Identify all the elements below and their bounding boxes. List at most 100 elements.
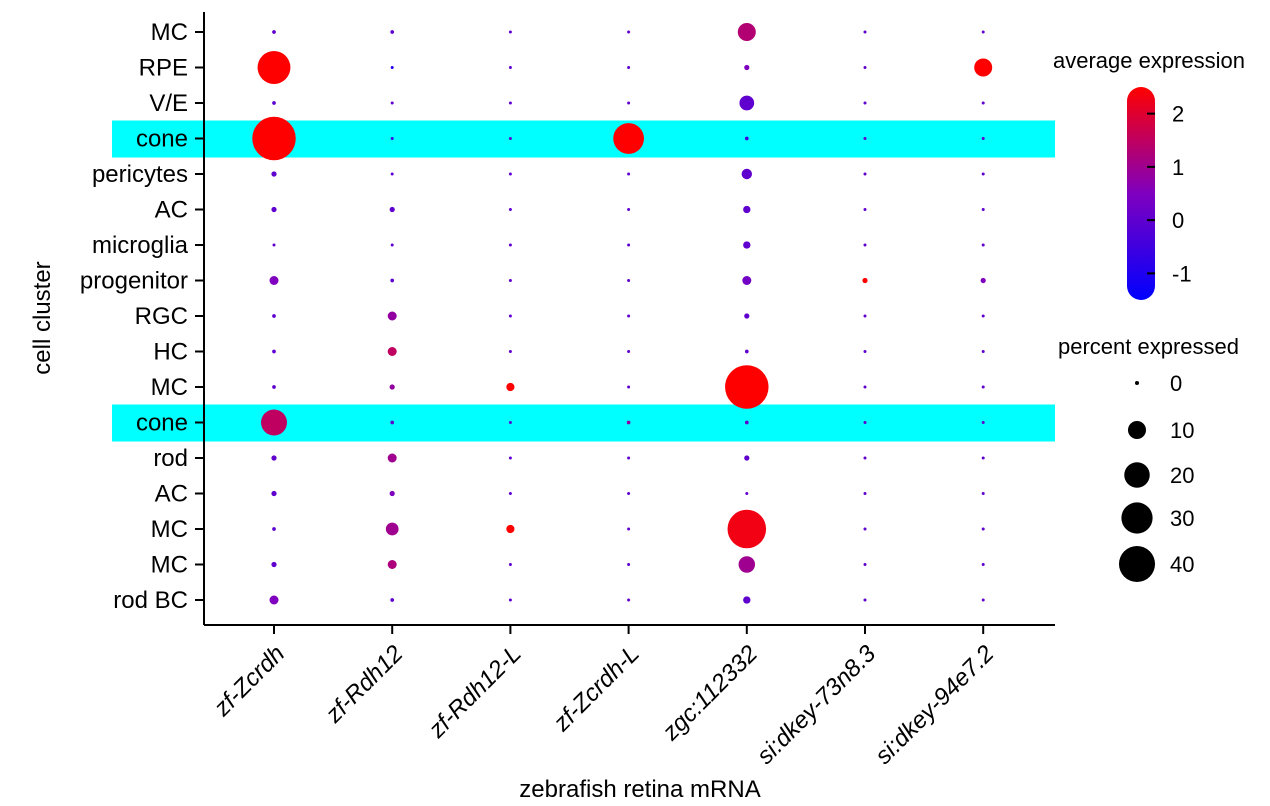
dot — [744, 313, 750, 319]
size-legend-dot — [1118, 545, 1156, 583]
dot — [981, 101, 985, 105]
dot — [627, 563, 631, 566]
dot — [272, 30, 276, 34]
dot — [626, 420, 631, 425]
dot — [743, 596, 751, 604]
dot — [863, 563, 867, 566]
y-tick-label: rod — [153, 445, 188, 472]
dot — [390, 243, 394, 247]
size-legend-dot — [1135, 381, 1139, 385]
dot — [981, 137, 985, 140]
dot — [257, 51, 291, 84]
dot — [742, 275, 752, 286]
dot — [627, 101, 631, 105]
y-tick-label: microglia — [92, 232, 189, 259]
dot — [271, 171, 277, 177]
color-tick-label: 1 — [1172, 155, 1184, 180]
dot — [863, 66, 867, 69]
dot — [385, 522, 399, 536]
dot — [390, 278, 395, 283]
dot — [743, 241, 751, 249]
dot — [863, 101, 867, 105]
dot — [627, 66, 631, 69]
dot — [261, 409, 287, 436]
dot — [271, 490, 277, 497]
size-legend-label: 10 — [1170, 418, 1194, 443]
dot — [508, 598, 512, 602]
dot — [745, 492, 749, 495]
dot — [627, 279, 631, 282]
dot — [627, 350, 631, 353]
dot — [980, 277, 986, 284]
dot — [390, 420, 395, 425]
dot — [981, 456, 985, 460]
dot — [863, 350, 867, 353]
dot — [508, 456, 512, 460]
dot — [508, 172, 512, 176]
dot — [387, 346, 397, 357]
dot — [863, 30, 867, 34]
dot — [506, 524, 515, 534]
dot — [627, 598, 631, 602]
dot — [272, 314, 276, 318]
dot — [627, 385, 631, 389]
dot — [387, 559, 397, 570]
dot — [508, 30, 512, 34]
size-legend-dot — [1121, 502, 1153, 534]
dot — [389, 490, 395, 497]
y-tick-label: V/E — [149, 90, 188, 117]
dot — [508, 492, 512, 495]
dot — [744, 420, 749, 425]
y-tick-label: MC — [151, 552, 188, 579]
dot — [389, 384, 395, 390]
size-legend-title: percent expressed — [1058, 334, 1239, 359]
dot — [271, 455, 277, 461]
dot — [981, 527, 985, 531]
dot — [981, 243, 985, 247]
axes — [195, 12, 1055, 634]
dot — [272, 101, 276, 105]
dot — [981, 385, 985, 389]
y-tick-label: progenitor — [80, 268, 188, 295]
y-tick-label: AC — [155, 197, 188, 224]
dot — [863, 243, 867, 247]
dot — [508, 314, 512, 318]
dot — [981, 492, 985, 495]
size-legend-label: 0 — [1170, 371, 1182, 396]
y-tick-labels: MC RPE V/E cone pericytes AC microglia progenit… — [80, 19, 189, 614]
dot — [737, 22, 756, 42]
dot — [390, 66, 394, 69]
dot — [727, 509, 767, 549]
y-tick-label: cone — [136, 410, 188, 437]
color-legend-ticks: 2 1 0 -1 — [1147, 102, 1192, 286]
dot — [738, 556, 756, 573]
dot — [387, 453, 397, 463]
dot — [981, 598, 985, 602]
dot — [508, 421, 512, 424]
dot — [863, 385, 867, 389]
dot — [862, 277, 868, 284]
dot — [863, 456, 867, 460]
color-tick-label: 0 — [1172, 208, 1184, 233]
dot — [725, 365, 769, 409]
dot — [739, 95, 755, 111]
y-tick-label: rod BC — [113, 587, 188, 614]
dot — [390, 101, 394, 105]
dot — [863, 314, 867, 318]
dot — [508, 243, 512, 247]
x-tick-label: zf-Rdh12-L — [423, 640, 527, 744]
size-legend-dot — [1127, 420, 1147, 440]
dot — [974, 58, 993, 77]
x-tick-label: zf-Rdh12 — [320, 640, 409, 729]
x-axis-title: zebrafish retina mRNA — [519, 776, 760, 803]
dot — [269, 275, 279, 286]
dot — [390, 598, 395, 602]
color-legend-title: average expression — [1053, 48, 1245, 73]
dot — [508, 137, 512, 140]
dot — [863, 421, 867, 424]
y-tick-label: MC — [151, 374, 188, 401]
dot — [863, 172, 867, 176]
dot — [744, 455, 750, 461]
dot — [863, 137, 867, 140]
